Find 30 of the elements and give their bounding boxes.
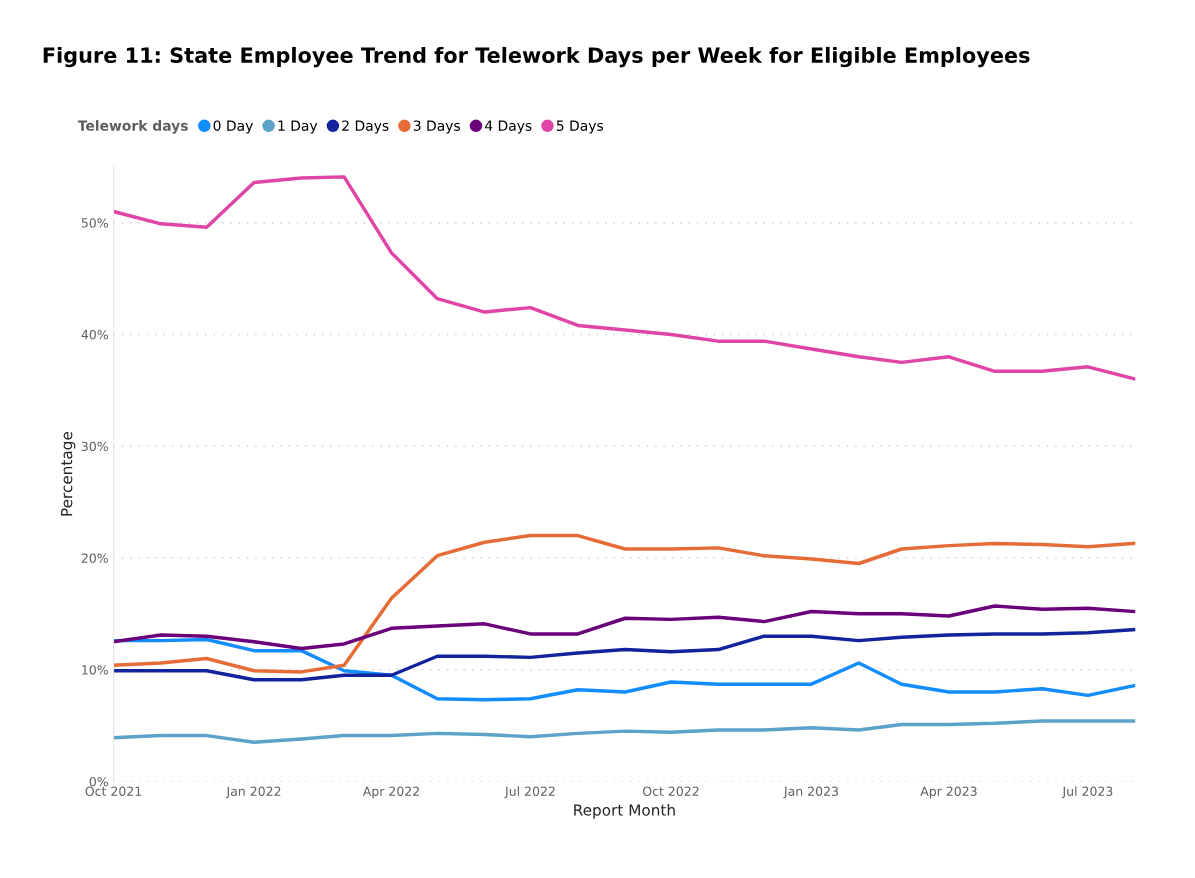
y-tick-label: 30%: [81, 441, 108, 452]
y-tick-label: 40%: [81, 329, 108, 340]
y-axis-title: Percentage: [61, 431, 76, 516]
y-tick-label: 20%: [81, 553, 108, 563]
legend-label: 5 Days: [556, 120, 604, 134]
chart-title: Figure 11: State Employee Trend for Telework Days per Week for Eligible Employees: [43, 46, 1030, 68]
legend-label: 2 Days: [342, 120, 389, 134]
y-tick-label: 50%: [81, 218, 108, 228]
x-tick-label: Oct 2022: [642, 786, 699, 796]
x-tick-label: Jan 2023: [783, 786, 838, 799]
line-series: [113, 604, 1136, 651]
line-series: [113, 175, 1136, 381]
x-tick-label: Jul 2022: [504, 786, 555, 799]
line-series: [113, 719, 1136, 745]
y-tick-label: 10%: [82, 665, 108, 675]
x-tick-label: Apr 2023: [920, 786, 977, 799]
legend-label: 0 Day: [213, 120, 253, 134]
x-axis-title: Report Month: [574, 803, 675, 819]
line-series: [113, 637, 1136, 702]
y-tick-label: 0%: [89, 776, 108, 787]
line-series: [113, 627, 1136, 682]
x-tick-label: Jan 2022: [225, 786, 281, 799]
legend-label: 3 Days: [413, 120, 460, 134]
x-tick-label: Oct 2021: [85, 786, 142, 796]
x-tick-label: Apr 2022: [362, 786, 419, 799]
legend-label: 4 Days: [484, 120, 532, 134]
line-series: [113, 533, 1136, 674]
x-tick-label: Jul 2023: [1061, 786, 1113, 799]
legend-title: Telework days: [77, 120, 188, 134]
legend-label: 1 Day: [278, 120, 318, 134]
